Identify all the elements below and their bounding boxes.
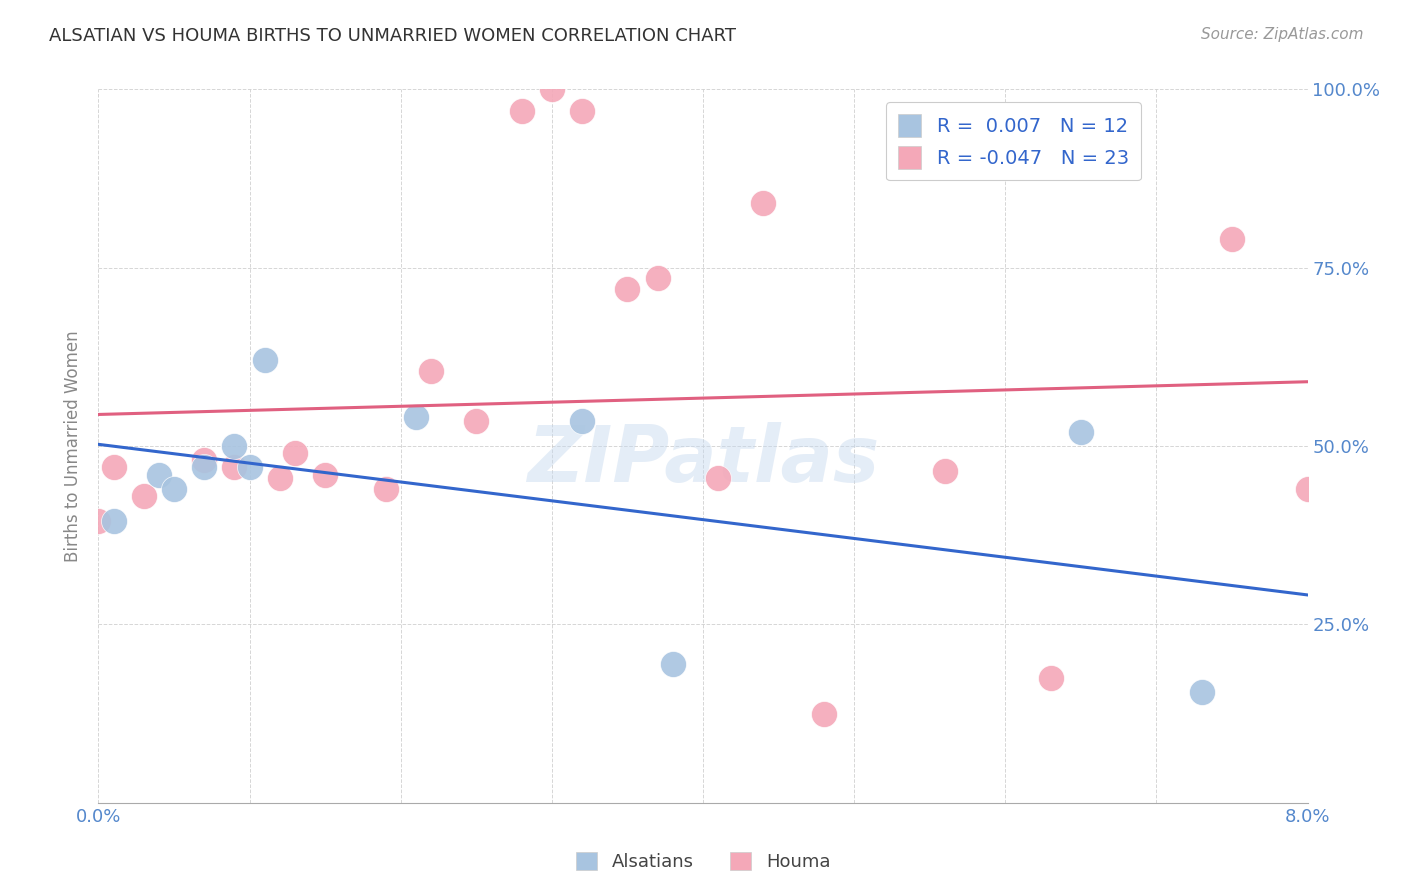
Point [752,196,775,211]
Point [374,482,396,496]
Point [284,446,307,460]
Point [314,467,336,482]
Point [1191,685,1213,699]
Point [253,353,276,368]
Text: ZIPatlas: ZIPatlas [527,422,879,499]
Point [707,471,730,485]
Point [103,514,125,528]
Point [103,460,125,475]
Point [239,460,262,475]
Point [193,453,215,467]
Text: ALSATIAN VS HOUMA BIRTHS TO UNMARRIED WOMEN CORRELATION CHART: ALSATIAN VS HOUMA BIRTHS TO UNMARRIED WO… [49,27,737,45]
Point [616,282,638,296]
Point [405,410,427,425]
Point [510,103,533,118]
Point [269,471,291,485]
Point [163,482,186,496]
Legend: R =  0.007   N = 12, R = -0.047   N = 23: R = 0.007 N = 12, R = -0.047 N = 23 [886,103,1140,180]
Y-axis label: Births to Unmarried Women: Births to Unmarried Women [65,330,83,562]
Point [1220,232,1243,246]
Point [934,464,956,478]
Point [224,460,246,475]
Point [132,489,155,503]
Point [571,414,593,428]
Point [193,460,215,475]
Point [224,439,246,453]
Point [813,706,835,721]
Point [571,103,593,118]
Point [661,657,683,671]
Point [647,271,669,285]
Point [148,467,170,482]
Point [1070,425,1092,439]
Text: Source: ZipAtlas.com: Source: ZipAtlas.com [1201,27,1364,42]
Point [1039,671,1062,685]
Point [87,514,110,528]
Legend: Alsatians, Houma: Alsatians, Houma [568,845,838,879]
Point [1296,482,1319,496]
Point [420,364,443,378]
Point [465,414,488,428]
Point [540,82,562,96]
